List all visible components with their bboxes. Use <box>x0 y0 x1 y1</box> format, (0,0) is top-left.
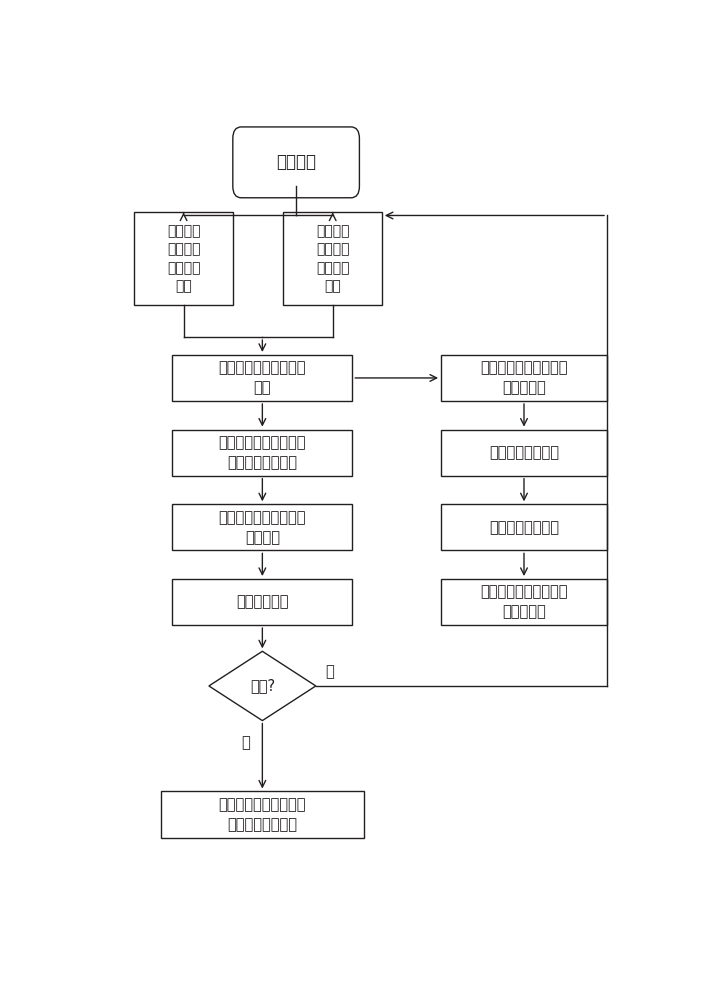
FancyBboxPatch shape <box>172 504 352 550</box>
Text: 电池模块管理数据上传
至监控系统: 电池模块管理数据上传 至监控系统 <box>480 585 568 619</box>
Text: 处理得到电池模块管理
特征数据: 处理得到电池模块管理 特征数据 <box>219 510 306 545</box>
Text: 电池模块散热控制: 电池模块散热控制 <box>489 520 559 535</box>
Text: 数字滤波后的电池模块
管理滤波数据数组: 数字滤波后的电池模块 管理滤波数据数组 <box>219 435 306 470</box>
FancyBboxPatch shape <box>172 579 352 625</box>
FancyBboxPatch shape <box>441 504 607 550</box>
FancyBboxPatch shape <box>441 579 607 625</box>
Polygon shape <box>209 651 316 721</box>
FancyBboxPatch shape <box>172 430 352 476</box>
Text: 电池模块均衡控制: 电池模块均衡控制 <box>489 445 559 460</box>
FancyBboxPatch shape <box>134 212 233 305</box>
FancyBboxPatch shape <box>233 127 359 198</box>
Text: 循环开始: 循环开始 <box>276 153 316 171</box>
FancyBboxPatch shape <box>172 355 352 401</box>
FancyBboxPatch shape <box>161 791 364 838</box>
Text: 电池单体
管理单元
发送电池
数据: 电池单体 管理单元 发送电池 数据 <box>167 224 200 293</box>
Text: 否: 否 <box>325 665 334 680</box>
Text: 九步故障诊断: 九步故障诊断 <box>236 595 289 610</box>
FancyBboxPatch shape <box>441 430 607 476</box>
Text: 计算电池模块和电池组
的剩余电量: 计算电池模块和电池组 的剩余电量 <box>480 361 568 395</box>
Text: 电池模块管理原始数据
数组: 电池模块管理原始数据 数组 <box>219 361 306 395</box>
Text: 是: 是 <box>241 735 250 750</box>
Text: 故障信息上报到电网储
能电站的监控系统: 故障信息上报到电网储 能电站的监控系统 <box>219 797 306 832</box>
Text: 电池模块
管理单元
采集电池
数据: 电池模块 管理单元 采集电池 数据 <box>316 224 349 293</box>
FancyBboxPatch shape <box>283 212 382 305</box>
FancyBboxPatch shape <box>441 355 607 401</box>
Text: 故障?: 故障? <box>250 678 275 693</box>
